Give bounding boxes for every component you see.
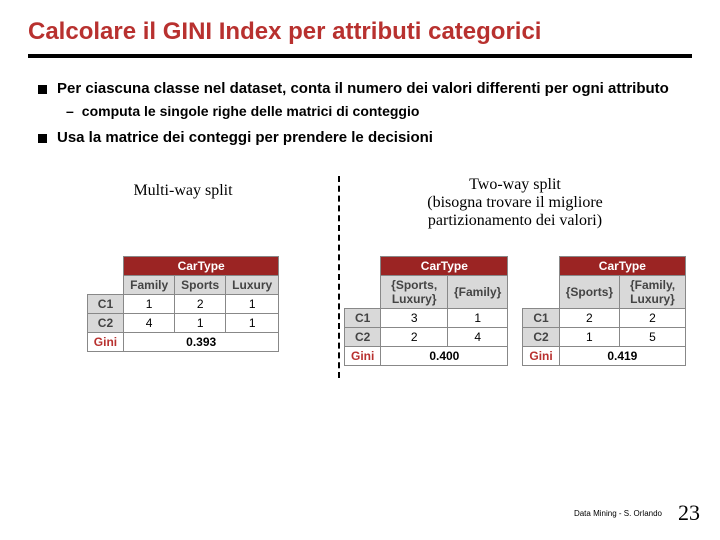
two-b-r2-v1: 5: [620, 328, 686, 347]
two-b-r1-label: C1: [523, 309, 559, 328]
multi-r2-v2: 1: [226, 314, 279, 333]
tables-row: CarType Family Sports Luxury C1 1 2 1 C2…: [28, 256, 692, 366]
slide-title: Calcolare il GINI Index per attributi ca…: [28, 18, 692, 46]
twoway-table-b: CarType {Sports} {Family, Luxury} C1 2 2…: [522, 256, 686, 366]
two-b-gini-val: 0.419: [559, 347, 685, 366]
footer-text: Data Mining - S. Orlando: [574, 509, 662, 518]
square-bullet-icon: [38, 134, 47, 143]
split-area: Multi-way split Two-way split (bisogna t…: [28, 176, 692, 248]
footer: Data Mining - S. Orlando 23: [574, 500, 700, 526]
two-a-r1-v0: 3: [381, 309, 448, 328]
bullet-1-text: Per ciascuna classe nel dataset, conta i…: [57, 80, 669, 97]
multi-r2-v0: 4: [124, 314, 175, 333]
bullet-2-text: Usa la matrice dei conteggi per prendere…: [57, 129, 433, 146]
twoway-label: Two-way split (bisogna trovare il miglio…: [338, 176, 692, 230]
multiway-label: Multi-way split: [28, 182, 338, 200]
bullet-1: Per ciascuna classe nel dataset, conta i…: [38, 80, 692, 97]
two-b-r1-v1: 2: [620, 309, 686, 328]
two-a-r2-v0: 2: [381, 328, 448, 347]
two-b-r2-v0: 1: [559, 328, 619, 347]
left-column: Multi-way split: [28, 176, 338, 248]
twoway-label-line2: (bisogna trovare il migliore: [427, 194, 603, 211]
bullet-2: Usa la matrice dei conteggi per prendere…: [38, 129, 692, 146]
two-b-title: CarType: [559, 257, 685, 276]
two-a-gini-label: Gini: [345, 347, 381, 366]
title-rule: [28, 54, 692, 58]
two-a-col-0: {Sports, Luxury}: [381, 276, 448, 309]
square-bullet-icon: [38, 85, 47, 94]
tables-right: CarType {Sports, Luxury} {Family} C1 3 1…: [338, 256, 692, 366]
multi-col-2: Luxury: [226, 276, 279, 295]
vertical-divider: [338, 176, 340, 378]
two-b-col-0: {Sports}: [559, 276, 619, 309]
multi-col-1: Sports: [175, 276, 226, 295]
two-a-r1-label: C1: [345, 309, 381, 328]
bullet-1-sub-text: computa le singole righe delle matrici d…: [82, 103, 420, 119]
multi-col-0: Family: [124, 276, 175, 295]
two-a-r2-v1: 4: [448, 328, 508, 347]
two-b-r1-v0: 2: [559, 309, 619, 328]
multi-title: CarType: [124, 257, 279, 276]
multi-gini-label: Gini: [87, 333, 123, 352]
two-a-r1-v1: 1: [448, 309, 508, 328]
multi-r1-label: C1: [87, 295, 123, 314]
two-b-col-1: {Family, Luxury}: [620, 276, 686, 309]
multi-r2-v1: 1: [175, 314, 226, 333]
two-a-title: CarType: [381, 257, 508, 276]
two-a-r2-label: C2: [345, 328, 381, 347]
dash-bullet-icon: –: [66, 103, 74, 119]
multi-r1-v0: 1: [124, 295, 175, 314]
multiway-table: CarType Family Sports Luxury C1 1 2 1 C2…: [87, 256, 279, 352]
bullet-1-sub: – computa le singole righe delle matrici…: [66, 103, 692, 119]
two-a-gini-val: 0.400: [381, 347, 508, 366]
two-a-col-1: {Family}: [448, 276, 508, 309]
right-column: Two-way split (bisogna trovare il miglio…: [338, 176, 692, 248]
multi-r2-label: C2: [87, 314, 123, 333]
twoway-table-a: CarType {Sports, Luxury} {Family} C1 3 1…: [344, 256, 508, 366]
tables-left: CarType Family Sports Luxury C1 1 2 1 C2…: [28, 256, 338, 352]
twoway-label-line1: Two-way split: [469, 176, 561, 193]
multi-gini-val: 0.393: [124, 333, 279, 352]
bullet-list: Per ciascuna classe nel dataset, conta i…: [38, 80, 692, 146]
multi-r1-v2: 1: [226, 295, 279, 314]
page-number: 23: [678, 500, 700, 526]
multi-r1-v1: 2: [175, 295, 226, 314]
two-b-r2-label: C2: [523, 328, 559, 347]
twoway-label-line3: partizionamento dei valori): [428, 212, 602, 229]
two-b-gini-label: Gini: [523, 347, 559, 366]
